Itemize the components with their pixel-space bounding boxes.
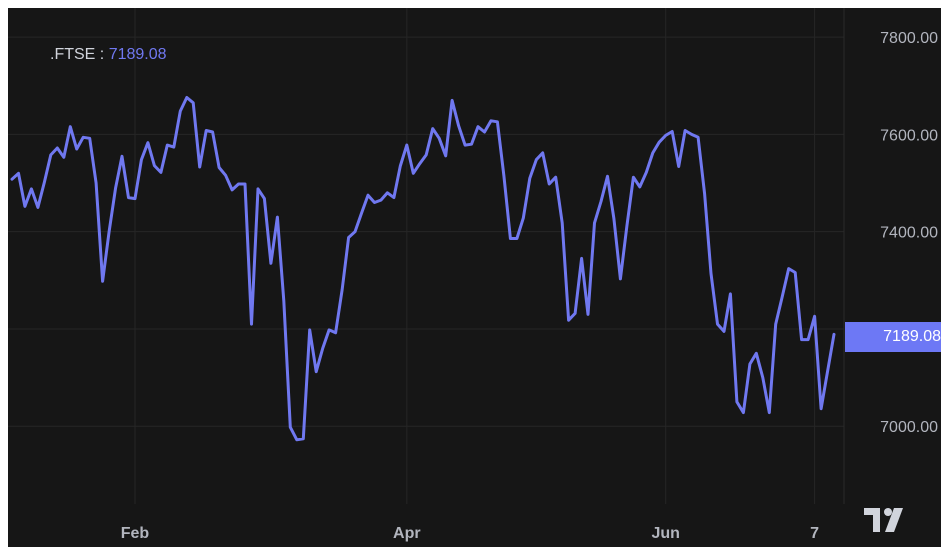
tradingview-logo-icon[interactable] <box>864 506 920 534</box>
legend-symbol: .FTSE <box>50 46 96 63</box>
x-tick-label: Feb <box>121 525 150 542</box>
y-axis: 7000.00 7400.00 7600.00 7800.00 <box>880 30 938 436</box>
x-tick-label: 7 <box>810 525 819 542</box>
y-tick-label: 7600.00 <box>880 127 938 144</box>
x-axis: Feb Apr Jun 7 <box>121 525 819 542</box>
legend: .FTSE : 7189.08 <box>50 46 167 64</box>
last-price-label: 7189.08 <box>883 328 941 345</box>
x-tick-label: Apr <box>393 525 421 542</box>
last-price-tag: 7189.08 <box>845 322 941 352</box>
legend-separator: : <box>95 46 109 63</box>
chart-panel[interactable]: 7000.00 7400.00 7600.00 7800.00 Feb Apr Jun 7 … <box>8 8 941 547</box>
x-tick-label: Jun <box>651 525 679 542</box>
y-tick-label: 7000.00 <box>880 419 938 436</box>
legend-value: 7189.08 <box>108 46 167 63</box>
y-tick-label: 7400.00 <box>880 225 938 242</box>
grid-lines <box>8 8 844 504</box>
series-line[interactable] <box>10 96 836 442</box>
y-tick-label: 7800.00 <box>880 30 938 47</box>
series-group <box>10 96 852 442</box>
line-chart[interactable]: 7000.00 7400.00 7600.00 7800.00 Feb Apr Jun 7 <box>8 8 941 547</box>
